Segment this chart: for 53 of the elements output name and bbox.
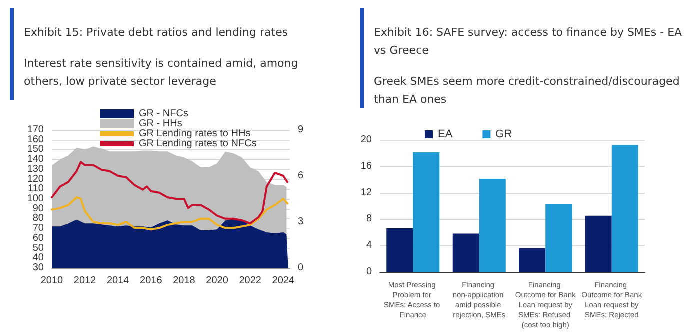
y-tick-label: 150: [27, 144, 44, 156]
legend-label: EA: [438, 128, 454, 140]
bar: [452, 234, 480, 272]
x-tick-label: 2022: [239, 276, 262, 286]
x-tick-label: 2018: [173, 276, 196, 286]
y-tick-label: 50: [32, 242, 44, 254]
line-series: [51, 196, 289, 231]
y-tick-label: 90: [32, 203, 44, 214]
bar: [546, 204, 572, 272]
legend-label: GR - HHs: [139, 118, 182, 130]
bar: [585, 216, 612, 272]
bar: [519, 248, 546, 272]
x-tick-label: 2014: [106, 276, 130, 286]
bar: [413, 152, 440, 272]
y2-tick-label: 6: [298, 170, 304, 182]
chart-title: Exhibit 16: SAFE survey: access to finance by SMEs - EA vs Greece: [374, 25, 684, 59]
y-tick-label: 120: [27, 174, 44, 185]
bar: [612, 145, 638, 272]
legend-label: GR: [496, 128, 512, 140]
y-tick-label: 4: [366, 240, 372, 252]
chart-title: Exhibit 15: Private debt ratios and lending rates: [24, 25, 290, 41]
bar: [386, 228, 414, 272]
bar: [479, 178, 506, 272]
chart-subtitle: Interest rate sensitivity is contained amid, among others, low private sector leverage: [24, 56, 300, 90]
x-tick-label: 2010: [40, 276, 64, 286]
y-tick-label: 100: [27, 194, 44, 204]
y-tick-label: 70: [32, 223, 44, 234]
y2-tick-label: 3: [298, 216, 304, 228]
y-tick-label: 30: [32, 262, 44, 274]
y-tick-label: 12: [360, 187, 372, 198]
chart-subtitle: Greek SMEs seem more credit-constrained/discouraged than EA ones: [374, 74, 681, 108]
y-tick-label: 170: [27, 124, 44, 136]
y-tick-label: 0: [366, 266, 372, 278]
y-tick-label: 140: [27, 154, 44, 166]
y2-tick-label: 0: [298, 262, 304, 274]
x-tick-label: 2012: [74, 276, 97, 286]
y-tick-label: 20: [360, 134, 372, 146]
y-tick-label: 80: [32, 213, 44, 224]
line-series: [51, 161, 289, 225]
legend-label: GR - NFCs: [139, 108, 188, 120]
y-tick-label: 8: [366, 214, 372, 225]
legend-label: GR Lending rates to NFCs: [139, 138, 257, 150]
x-tick-label: 2024: [272, 276, 295, 286]
y-tick-label: 130: [27, 164, 44, 175]
x-tick-label: 2016: [140, 276, 163, 286]
y-tick-label: 60: [32, 232, 44, 244]
legend-label: GR Lending rates to HHs: [139, 128, 251, 140]
y-tick-label: 160: [27, 134, 44, 146]
y2-tick-label: 9: [298, 124, 304, 136]
y-tick-label: 16: [360, 160, 372, 172]
y-tick-label: 40: [32, 252, 44, 264]
x-tick-label: 2020: [206, 276, 229, 286]
y-tick-label: 110: [28, 184, 44, 195]
